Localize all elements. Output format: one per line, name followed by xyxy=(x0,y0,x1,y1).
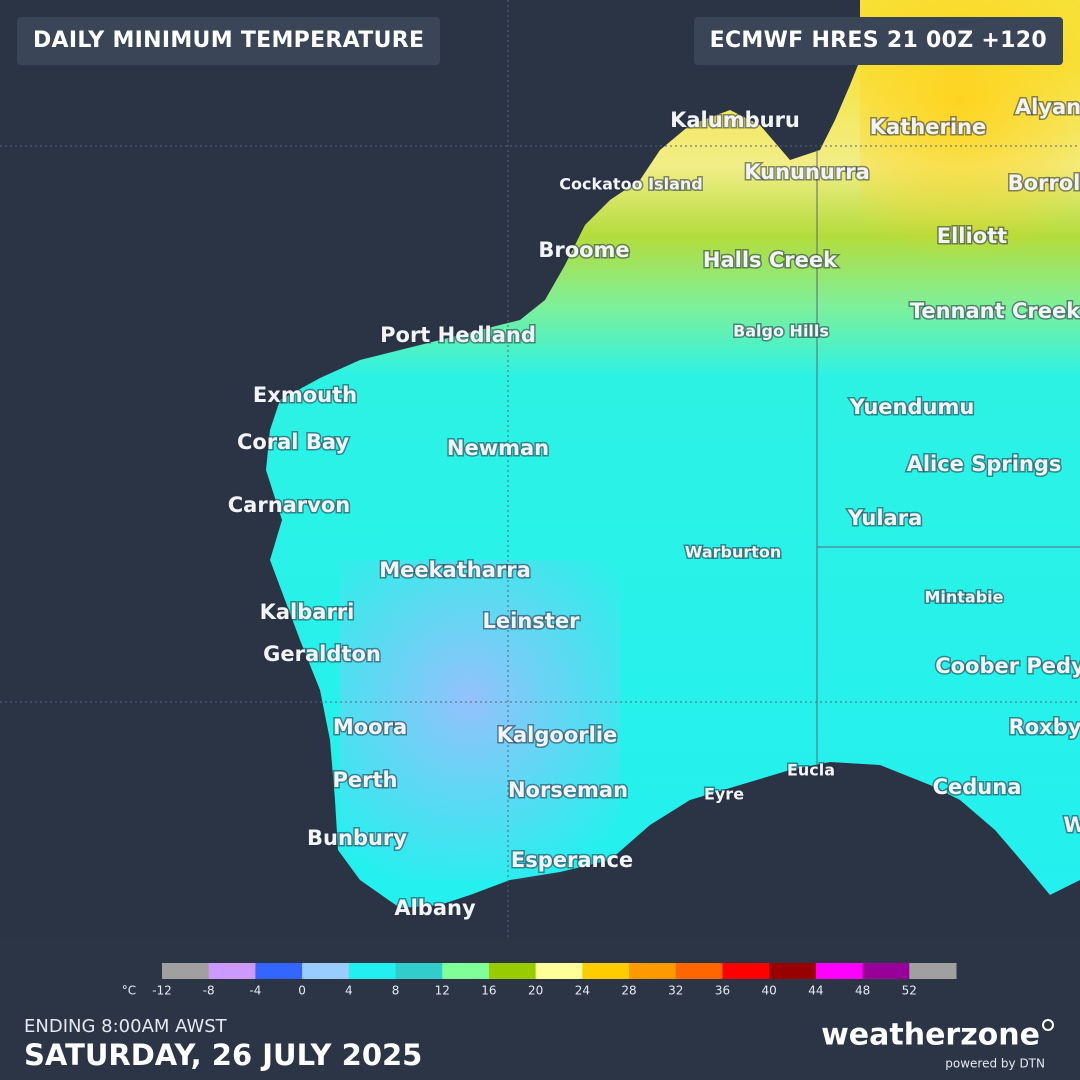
place-label: Exmouth xyxy=(253,383,357,407)
place-label: Tennant Creek xyxy=(910,299,1080,323)
place-label: Coober Pedy xyxy=(935,654,1080,678)
place-label: Meekatharra xyxy=(379,558,531,582)
place-label: Roxby xyxy=(1009,715,1080,739)
place-label: Warburton xyxy=(685,543,782,562)
place-label: Borrol xyxy=(1008,171,1080,195)
legend-tick-label: 4 xyxy=(345,984,353,998)
graticule xyxy=(0,0,1080,940)
place-label: Leinster xyxy=(483,609,581,633)
legend-tick-label: -8 xyxy=(203,984,215,998)
legend-tick-label: -4 xyxy=(249,984,261,998)
legend-tick-label: 0 xyxy=(298,984,306,998)
place-label: Yuendumu xyxy=(849,395,975,419)
place-label: Norseman xyxy=(508,778,628,802)
warm-area xyxy=(860,0,1080,260)
date-label: SATURDAY, 26 JULY 2025 xyxy=(24,1038,422,1072)
legend-swatch xyxy=(488,963,537,979)
place-label: Kalbarri xyxy=(260,600,355,624)
legend-swatch xyxy=(722,963,770,979)
legend-tick-label: 20 xyxy=(528,984,543,998)
state-borders xyxy=(816,150,1080,770)
legend-swatch xyxy=(769,963,817,979)
place-label: Newman xyxy=(447,436,549,460)
legend-tick-label: 36 xyxy=(715,984,730,998)
place-label: W xyxy=(1063,813,1080,837)
logo-dot xyxy=(1042,1019,1054,1031)
place-label: Coral Bay xyxy=(237,430,349,454)
legend-swatch xyxy=(208,963,256,979)
place-label: Esperance xyxy=(511,848,633,872)
legend-swatch xyxy=(442,963,490,979)
legend-tick-label: 52 xyxy=(902,984,917,998)
title-badge: DAILY MINIMUM TEMPERATURE xyxy=(17,17,441,65)
place-label: Kununurra xyxy=(744,160,870,184)
place-label: Yulara xyxy=(847,506,923,530)
place-label: Elliott xyxy=(937,224,1007,248)
legend-tick-label: 12 xyxy=(435,984,450,998)
place-label: Eucla xyxy=(787,761,835,780)
legend-tick-label: 40 xyxy=(762,984,777,998)
place-label: Broome xyxy=(538,238,629,262)
legend-tick-label: -12 xyxy=(152,984,172,998)
place-label: Balgo Hills xyxy=(733,322,829,341)
legend-tick-label: 16 xyxy=(481,984,496,998)
place-label: Halls Creek xyxy=(703,248,838,272)
legend-swatch xyxy=(302,963,350,979)
place-label: Mintabie xyxy=(924,588,1003,607)
legend-swatch xyxy=(675,963,723,979)
legend-unit: °C xyxy=(122,984,136,998)
legend-swatch xyxy=(348,963,397,979)
legend-swatch xyxy=(909,963,957,979)
powered-by: powered by DTN xyxy=(945,1057,1045,1071)
legend-tick-label: 24 xyxy=(575,984,590,998)
legend-tick-label: 32 xyxy=(668,984,683,998)
legend-tick-label: 8 xyxy=(392,984,400,998)
logo: weatherzone xyxy=(821,1018,1040,1053)
legend-tick-label: 48 xyxy=(855,984,870,998)
place-label: Alyan xyxy=(1015,95,1080,119)
legend-swatch xyxy=(582,963,630,979)
place-label: Cockatoo Island xyxy=(559,175,702,194)
place-label: Carnarvon xyxy=(228,493,350,517)
place-label: Ceduna xyxy=(933,775,1022,799)
place-label: Eyre xyxy=(704,785,744,804)
legend-swatch xyxy=(395,963,443,979)
place-label: Kalumburu xyxy=(670,108,800,132)
place-label: Bunbury xyxy=(307,826,407,850)
ending-label: ENDING 8:00AM AWST xyxy=(24,1016,228,1037)
place-label: Port Hedland xyxy=(380,323,536,347)
legend-swatch xyxy=(535,963,583,979)
place-label: Katherine xyxy=(870,115,986,139)
model-badge: ECMWF HRES 21 00Z +120 xyxy=(693,17,1063,65)
place-label: Kalgoorlie xyxy=(497,723,618,747)
legend-tick-label: 28 xyxy=(621,984,636,998)
legend-swatch xyxy=(162,963,210,979)
place-label: Alice Springs xyxy=(907,452,1062,476)
place-label: Albany xyxy=(394,896,476,920)
place-label: Geraldton xyxy=(263,642,381,666)
place-label: Moora xyxy=(333,715,407,739)
legend-swatch xyxy=(629,963,677,979)
legend-tick-label: 44 xyxy=(808,984,823,998)
place-label: Perth xyxy=(333,768,398,792)
legend-swatch xyxy=(255,963,303,979)
cool-area xyxy=(340,560,620,880)
legend-swatch xyxy=(862,963,910,979)
legend-swatch xyxy=(815,963,864,979)
